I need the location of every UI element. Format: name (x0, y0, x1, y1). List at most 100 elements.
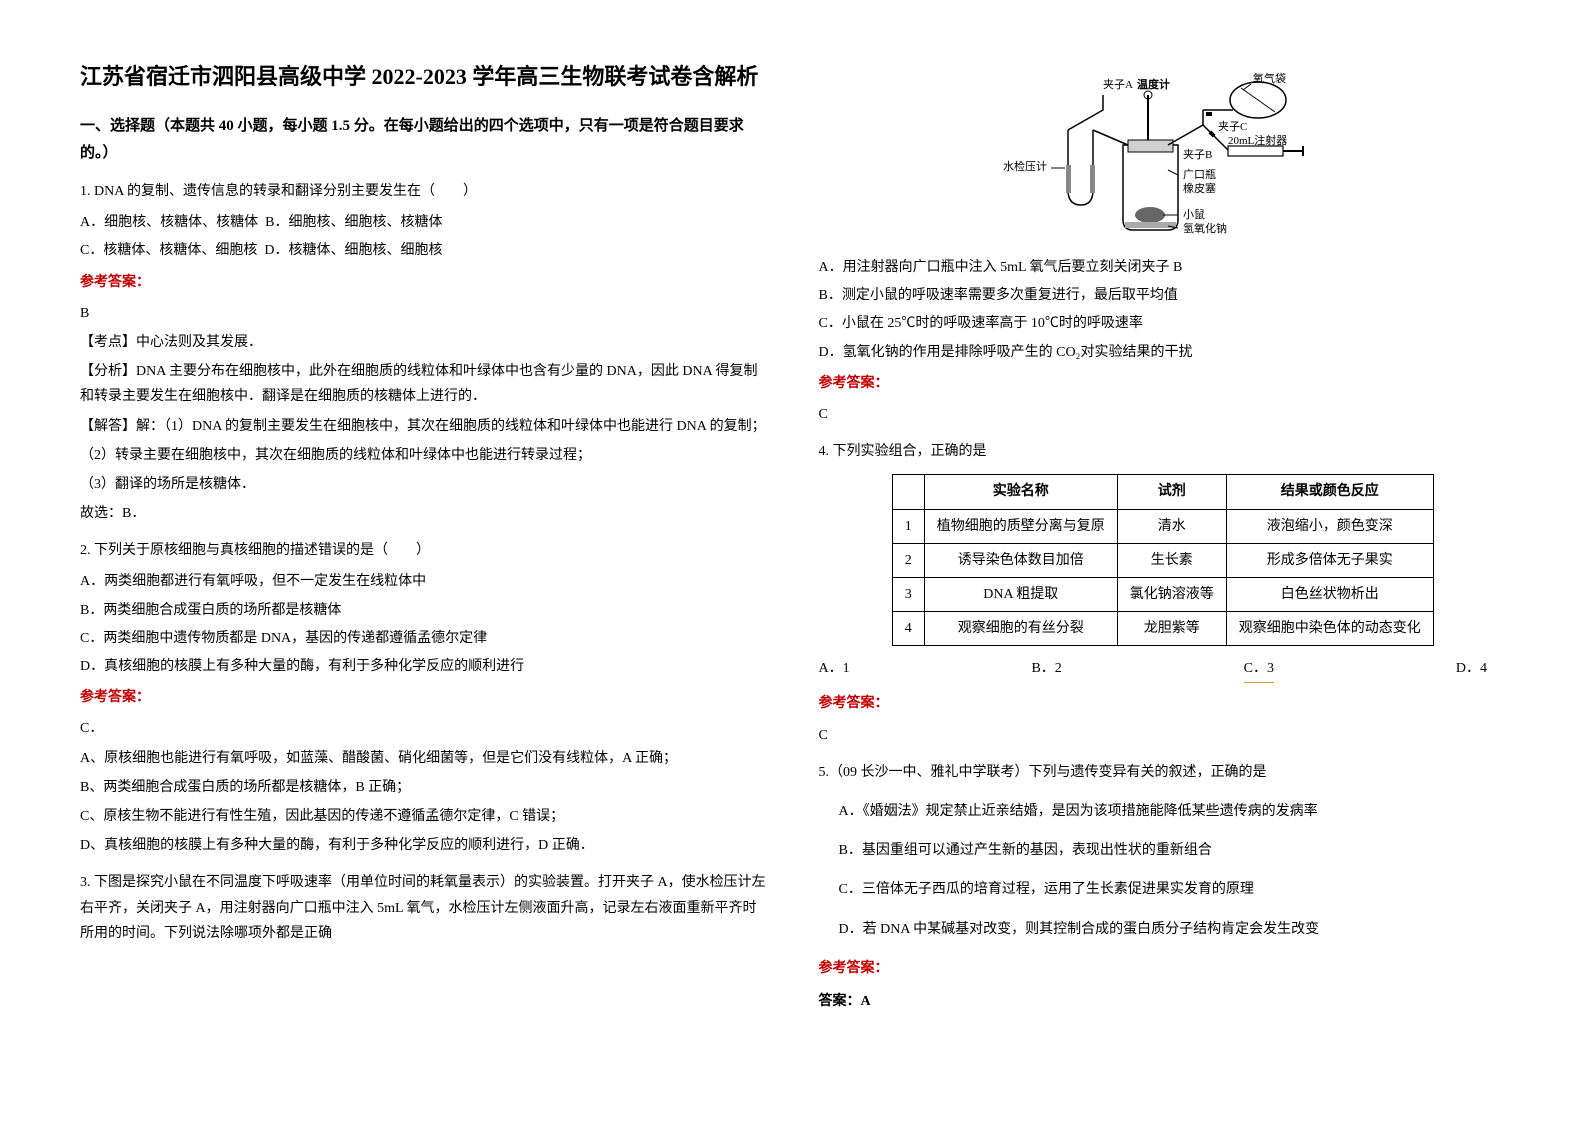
liquid-left (1066, 165, 1071, 193)
th-3: 结果或颜色反应 (1226, 475, 1433, 509)
label-guangkouping: 广口瓶 (1183, 167, 1216, 181)
label-xiangpisai: 橡皮塞 (1183, 181, 1216, 195)
q1-jieda1: 【解答】解：（1）DNA 的复制主要发生在细胞核中，其次在细胞质的线粒体和叶绿体… (80, 414, 769, 439)
q3-answer-label: 参考答案： (819, 371, 1508, 396)
liquid-right (1090, 165, 1095, 193)
q5-optB: B．基因重组可以通过产生新的基因，表现出性状的重新组合 (839, 838, 1508, 863)
cell: 生长素 (1117, 543, 1226, 577)
syringe-body (1228, 146, 1283, 156)
table-row: 3 DNA 粗提取 氯化钠溶液等 白色丝状物析出 (892, 577, 1433, 611)
apparatus-diagram: 水检压计 夹子A 温度计 (1003, 70, 1323, 240)
exam-title: 江苏省宿迁市泗阳县高级中学 2022-2023 学年高三生物联考试卷含解析 (80, 60, 769, 93)
q2-expB: B、两类细胞合成蛋白质的场所都是核糖体，B 正确； (80, 775, 769, 800)
q4-optB: B．2 (1031, 656, 1061, 683)
q1-fenxi: 【分析】DNA 主要分布在细胞核中，此外在细胞质的线粒体和叶绿体中也含有少量的 … (80, 359, 769, 409)
stopper (1128, 140, 1173, 152)
label-xiaoshu: 小鼠 (1183, 207, 1205, 221)
q4-options-row: A．1 B．2 C．3 D．4 (819, 656, 1508, 683)
table-row: 1 植物细胞的质壁分离与复原 清水 液泡缩小，颜色变深 (892, 509, 1433, 543)
q4-answer: C (819, 723, 1508, 748)
label-wenduji: 温度计 (1137, 77, 1170, 91)
cell: 2 (892, 543, 924, 577)
q2-optC: C．两类细胞中遗传物质都是 DNA，基因的传递都遵循孟德尔定律 (80, 626, 769, 651)
q1-optC: C．核糖体、核糖体、细胞核 (80, 243, 257, 258)
q5-stem: 5.（09 长沙一中、雅礼中学联考）下列与遗传变异有关的叙述，正确的是 (819, 760, 1508, 785)
q2-expA: A、原核细胞也能进行有氧呼吸，如蓝藻、醋酸菌、硝化细菌等，但是它们没有线粒体，A… (80, 746, 769, 771)
cell: 清水 (1117, 509, 1226, 543)
q2-answer-label: 参考答案： (80, 685, 769, 710)
q4-optA: A．1 (819, 656, 850, 683)
q3-optC: C．小鼠在 25℃时的呼吸速率高于 10℃时的呼吸速率 (819, 311, 1508, 336)
q1-jieda2: （2）转录主要在细胞核中，其次在细胞质的线粒体和叶绿体中也能进行转录过程； (80, 443, 769, 468)
left-column: 江苏省宿迁市泗阳县高级中学 2022-2023 学年高三生物联考试卷含解析 一、… (80, 60, 769, 1062)
bag-line1 (1241, 88, 1275, 112)
cell: 龙胆紫等 (1117, 612, 1226, 646)
cell: 观察细胞中染色体的动态变化 (1226, 612, 1433, 646)
q3-optD: D．氢氧化钠的作用是排除呼吸产生的 CO₂对实验结果的干扰 (819, 340, 1508, 365)
q1-kaodian: 【考点】中心法则及其发展． (80, 330, 769, 355)
q1-optB: B．细胞核、细胞核、核糖体 (265, 215, 442, 230)
q5-answer-label: 参考答案： (819, 956, 1508, 981)
cell: 诱导染色体数目加倍 (924, 543, 1117, 577)
q2-stem: 2. 下列关于原核细胞与真核细胞的描述错误的是（ ） (80, 538, 769, 563)
q2-optD: D．真核细胞的核膜上有多种大量的酶，有利于多种化学反应的顺利进行 (80, 654, 769, 679)
q3-answer: C (819, 402, 1508, 427)
clip-c (1206, 112, 1212, 116)
q1-jieda3: （3）翻译的场所是核糖体． (80, 472, 769, 497)
q3-diagram: 水检压计 夹子A 温度计 (819, 70, 1508, 240)
cell: 观察细胞的有丝分裂 (924, 612, 1117, 646)
q4-stem: 4. 下列实验组合，正确的是 (819, 439, 1508, 464)
th-0 (892, 475, 924, 509)
q3-optB: B．测定小鼠的呼吸速率需要多次重复进行，最后取平均值 (819, 283, 1508, 308)
right-column: 水检压计 夹子A 温度计 (819, 60, 1508, 1062)
q2-optA: A．两类细胞都进行有氧呼吸，但不一定发生在线粒体中 (80, 569, 769, 594)
q1-stem: 1. DNA 的复制、遗传信息的转录和翻译分别主要发生在（ ） (80, 179, 769, 204)
q5-optA: A．《婚姻法》规定禁止近亲结婚，是因为该项措施能降低某些遗传病的发病率 (839, 799, 1508, 824)
q2-expD: D、真核细胞的核膜上有多种大量的酶，有利于多种化学反应的顺利进行，D 正确． (80, 833, 769, 858)
q1-optA: A．细胞核、核糖体、核糖体 (80, 215, 258, 230)
arrow-flask (1168, 170, 1178, 175)
label-shuijianyaji: 水检压计 (1003, 159, 1047, 173)
table-header-row: 实验名称 试剂 结果或颜色反应 (892, 475, 1433, 509)
label-zhusheqi: 20mL注射器 (1228, 133, 1287, 147)
cell: 白色丝状物析出 (1226, 577, 1433, 611)
label-jiaziC: 夹子C (1218, 120, 1247, 133)
q3-optA: A．用注射器向广口瓶中注入 5mL 氧气后要立刻关闭夹子 B (819, 255, 1508, 280)
q4-answer-label: 参考答案： (819, 691, 1508, 716)
cell: 形成多倍体无子果实 (1226, 543, 1433, 577)
tube-ext-left (1068, 95, 1103, 130)
cell: 4 (892, 612, 924, 646)
q2-answer: C． (80, 716, 769, 741)
q1-options-row2: C．核糖体、核糖体、细胞核 D．核糖体、细胞核、细胞核 (80, 238, 769, 263)
section-header: 一、选择题（本题共 40 小题，每小题 1.5 分。在每小题给出的四个选项中，只… (80, 113, 769, 167)
q1-options-row1: A．细胞核、核糖体、核糖体 B．细胞核、细胞核、核糖体 (80, 210, 769, 235)
q1-answer-label: 参考答案： (80, 270, 769, 295)
th-2: 试剂 (1117, 475, 1226, 509)
q4-optC: C．3 (1244, 656, 1274, 683)
cell: 植物细胞的质壁分离与复原 (924, 509, 1117, 543)
table-row: 4 观察细胞的有丝分裂 龙胆紫等 观察细胞中染色体的动态变化 (892, 612, 1433, 646)
cell: DNA 粗提取 (924, 577, 1117, 611)
q1-answer: B (80, 301, 769, 326)
q4-table: 实验名称 试剂 结果或颜色反应 1 植物细胞的质壁分离与复原 清水 液泡缩小，颜… (892, 474, 1434, 646)
q4-optD: D．4 (1456, 656, 1487, 683)
mouse-icon (1135, 207, 1165, 223)
label-qinghuana: 氢氧化钠 (1183, 221, 1227, 235)
cell: 3 (892, 577, 924, 611)
q2-optB: B．两类细胞合成蛋白质的场所都是核糖体 (80, 598, 769, 623)
label-yangqidai: 氧气袋 (1253, 71, 1286, 85)
label-jiaziA: 夹子A (1103, 78, 1133, 91)
tube-to-flask (1093, 130, 1128, 145)
q1-optD: D．核糖体、细胞核、细胞核 (264, 243, 442, 258)
q1-guxuan: 故选：B． (80, 501, 769, 526)
q5-optD: D．若 DNA 中某碱基对改变，则其控制合成的蛋白质分子结构肯定会发生改变 (839, 917, 1508, 942)
page-container: 江苏省宿迁市泗阳县高级中学 2022-2023 学年高三生物联考试卷含解析 一、… (80, 60, 1507, 1062)
q3-stem: 3. 下图是探究小鼠在不同温度下呼吸速率（用单位时间的耗氧量表示）的实验装置。打… (80, 870, 769, 946)
q5-answer: 答案：A (819, 989, 1508, 1014)
q2-expC: C、原核生物不能进行有性生殖，因此基因的传递不遵循孟德尔定律，C 错误； (80, 804, 769, 829)
cell: 氯化钠溶液等 (1117, 577, 1226, 611)
naoh-layer (1125, 222, 1176, 228)
q5-optC: C．三倍体无子西瓜的培育过程，运用了生长素促进果实发育的原理 (839, 877, 1508, 902)
th-1: 实验名称 (924, 475, 1117, 509)
u-tube (1068, 130, 1093, 205)
